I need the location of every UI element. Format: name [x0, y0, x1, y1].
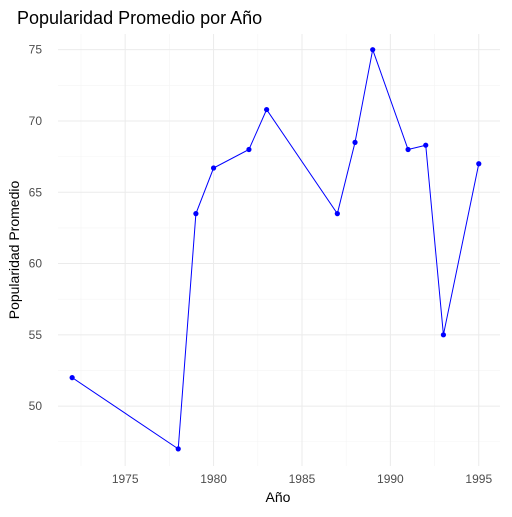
data-point [405, 146, 411, 153]
x-tick-label: 1985 [289, 472, 316, 486]
data-point [193, 211, 199, 217]
y-axis-title: Popularidad Promedio [6, 181, 22, 320]
data-point [264, 106, 270, 113]
y-tick-label: 55 [29, 328, 43, 342]
y-tick-label: 75 [29, 43, 43, 57]
x-axis-tick-labels: 1975 1980 1985 1990 1995 [112, 472, 493, 486]
y-tick-label: 65 [29, 185, 43, 199]
y-axis-tick-labels: 50 55 60 65 70 75 [29, 43, 43, 413]
data-point [423, 142, 429, 148]
x-tick-label: 1990 [377, 472, 404, 486]
data-point [334, 211, 340, 217]
data-point [210, 165, 217, 171]
x-tick-label: 1995 [465, 472, 492, 486]
data-point [352, 139, 358, 145]
x-axis-title: Año [266, 489, 291, 505]
data-point [476, 161, 482, 167]
x-tick-label: 1975 [112, 472, 139, 486]
y-tick-label: 60 [29, 257, 43, 271]
data-point [370, 47, 376, 53]
major-gridlines [58, 34, 500, 466]
data-point [440, 332, 447, 338]
data-point [246, 146, 252, 153]
chart-title: Popularidad Promedio por Año [17, 8, 262, 28]
x-tick-label: 1980 [200, 472, 227, 486]
y-tick-label: 50 [29, 399, 43, 413]
series-layer [69, 47, 482, 452]
data-point [69, 375, 75, 381]
data-point [175, 446, 181, 452]
y-tick-label: 70 [29, 114, 43, 128]
